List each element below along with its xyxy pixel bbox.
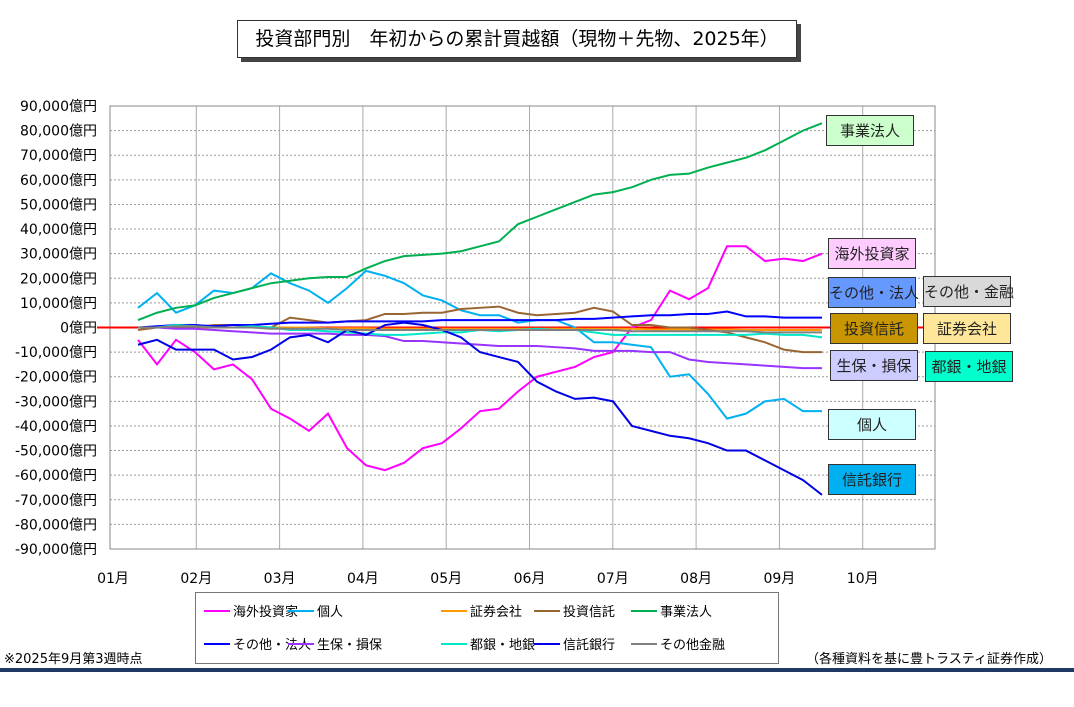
legend-swatch bbox=[631, 642, 657, 645]
label-togin: 都銀・地銀 bbox=[925, 351, 1013, 382]
legend-swatch bbox=[441, 609, 467, 612]
series-line-生保・損保 bbox=[138, 326, 822, 370]
label-shoken: 証券会社 bbox=[923, 313, 1011, 344]
y-tick-label: -10,000億円 bbox=[15, 345, 97, 361]
legend-item: その他金融 bbox=[631, 634, 725, 653]
label-kojin: 個人 bbox=[828, 409, 916, 440]
legend-item: 生保・損保 bbox=[288, 634, 382, 653]
legend-label: 信託銀行 bbox=[563, 638, 616, 653]
series-line-海外投資家 bbox=[137, 245, 823, 472]
legend-item: 個人 bbox=[288, 601, 343, 620]
label-toshin: 投資信託 bbox=[830, 313, 918, 344]
legend-item: 証券会社 bbox=[441, 601, 522, 620]
legend-swatch bbox=[441, 642, 467, 645]
y-tick-label: 60,000億円 bbox=[20, 173, 97, 189]
x-tick-label: 08月 bbox=[680, 571, 712, 587]
legend-label: 投資信託 bbox=[563, 605, 616, 620]
series-line-事業法人 bbox=[137, 122, 823, 322]
label-sonota-kinyu: その他・金融 bbox=[923, 276, 1014, 307]
legend-swatch bbox=[288, 609, 314, 612]
legend-item: 都銀・地銀 bbox=[441, 634, 535, 653]
y-tick-label: -60,000億円 bbox=[15, 468, 97, 484]
y-tick-label: -80,000億円 bbox=[15, 517, 97, 533]
x-tick-label: 03月 bbox=[264, 571, 296, 587]
legend-label: 海外投資家 bbox=[233, 605, 299, 620]
y-tick-label: -50,000億円 bbox=[15, 444, 97, 460]
y-tick-label: 50,000億円 bbox=[20, 197, 97, 213]
legend-swatch bbox=[534, 609, 560, 612]
y-tick-label: 80,000億円 bbox=[20, 124, 97, 140]
label-sonota-hojin: その他・法人 bbox=[828, 277, 919, 308]
x-tick-label: 06月 bbox=[514, 571, 546, 587]
legend-label: その他金融 bbox=[660, 638, 726, 653]
y-tick-label: -30,000億円 bbox=[15, 394, 97, 410]
source-note: （各種資料を基に豊トラスティ証券作成） bbox=[806, 652, 1052, 667]
x-tick-label: 02月 bbox=[180, 571, 212, 587]
label-jigyo-hojin: 事業法人 bbox=[826, 115, 914, 146]
x-tick-label: 01月 bbox=[97, 571, 129, 587]
legend-item: 事業法人 bbox=[631, 601, 712, 620]
series-line-その他・法人 bbox=[137, 310, 822, 329]
y-tick-label: -20,000億円 bbox=[15, 370, 97, 386]
y-tick-label: 10,000億円 bbox=[20, 296, 97, 312]
series-line-その他金融 bbox=[138, 325, 822, 334]
y-tick-label: 20,000億円 bbox=[20, 271, 97, 287]
y-tick-label: -70,000億円 bbox=[15, 493, 97, 509]
x-tick-label: 09月 bbox=[763, 571, 795, 587]
y-tick-label: -40,000億円 bbox=[15, 419, 97, 435]
legend-item: 信託銀行 bbox=[534, 634, 615, 653]
label-shintaku: 信託銀行 bbox=[828, 464, 916, 495]
y-tick-label: -90,000億円 bbox=[15, 542, 97, 558]
series-line-信託銀行 bbox=[137, 321, 823, 496]
legend-swatch bbox=[204, 609, 230, 612]
legend-label: その他・法人 bbox=[233, 638, 312, 653]
label-seiho: 生保・損保 bbox=[830, 350, 918, 381]
legend-swatch bbox=[534, 642, 560, 645]
legend-label: 事業法人 bbox=[660, 605, 713, 620]
label-kaigai: 海外投資家 bbox=[828, 238, 916, 269]
y-tick-label: 90,000億円 bbox=[20, 99, 97, 115]
y-tick-label: 40,000億円 bbox=[20, 222, 97, 238]
y-tick-label: 0億円 bbox=[60, 321, 97, 337]
legend-item: その他・法人 bbox=[204, 634, 311, 653]
footnote: ※2025年9月第3週時点 bbox=[4, 652, 143, 667]
legend-item: 海外投資家 bbox=[204, 601, 298, 620]
x-tick-label: 05月 bbox=[430, 571, 462, 587]
footer-bar bbox=[0, 668, 1074, 672]
y-tick-label: 30,000億円 bbox=[20, 247, 97, 263]
legend-label: 生保・損保 bbox=[317, 638, 383, 653]
legend-swatch bbox=[288, 642, 314, 645]
legend: 海外投資家 個人 証券会社 投資信託 事業法人その他・法人 生保・損保 都銀・地銀 信託銀行 そ… bbox=[195, 592, 779, 664]
x-tick-label: 07月 bbox=[597, 571, 629, 587]
legend-swatch bbox=[204, 642, 230, 645]
legend-label: 個人 bbox=[317, 605, 344, 620]
legend-label: 都銀・地銀 bbox=[470, 638, 536, 653]
legend-item: 投資信託 bbox=[534, 601, 615, 620]
legend-label: 証券会社 bbox=[470, 605, 523, 620]
legend-swatch bbox=[631, 609, 657, 612]
chart-title: 投資部門別 年初からの累計買越額（現物＋先物、2025年） bbox=[237, 20, 797, 58]
x-tick-label: 10月 bbox=[847, 571, 879, 587]
x-tick-label: 04月 bbox=[347, 571, 379, 587]
y-tick-label: 70,000億円 bbox=[20, 148, 97, 164]
